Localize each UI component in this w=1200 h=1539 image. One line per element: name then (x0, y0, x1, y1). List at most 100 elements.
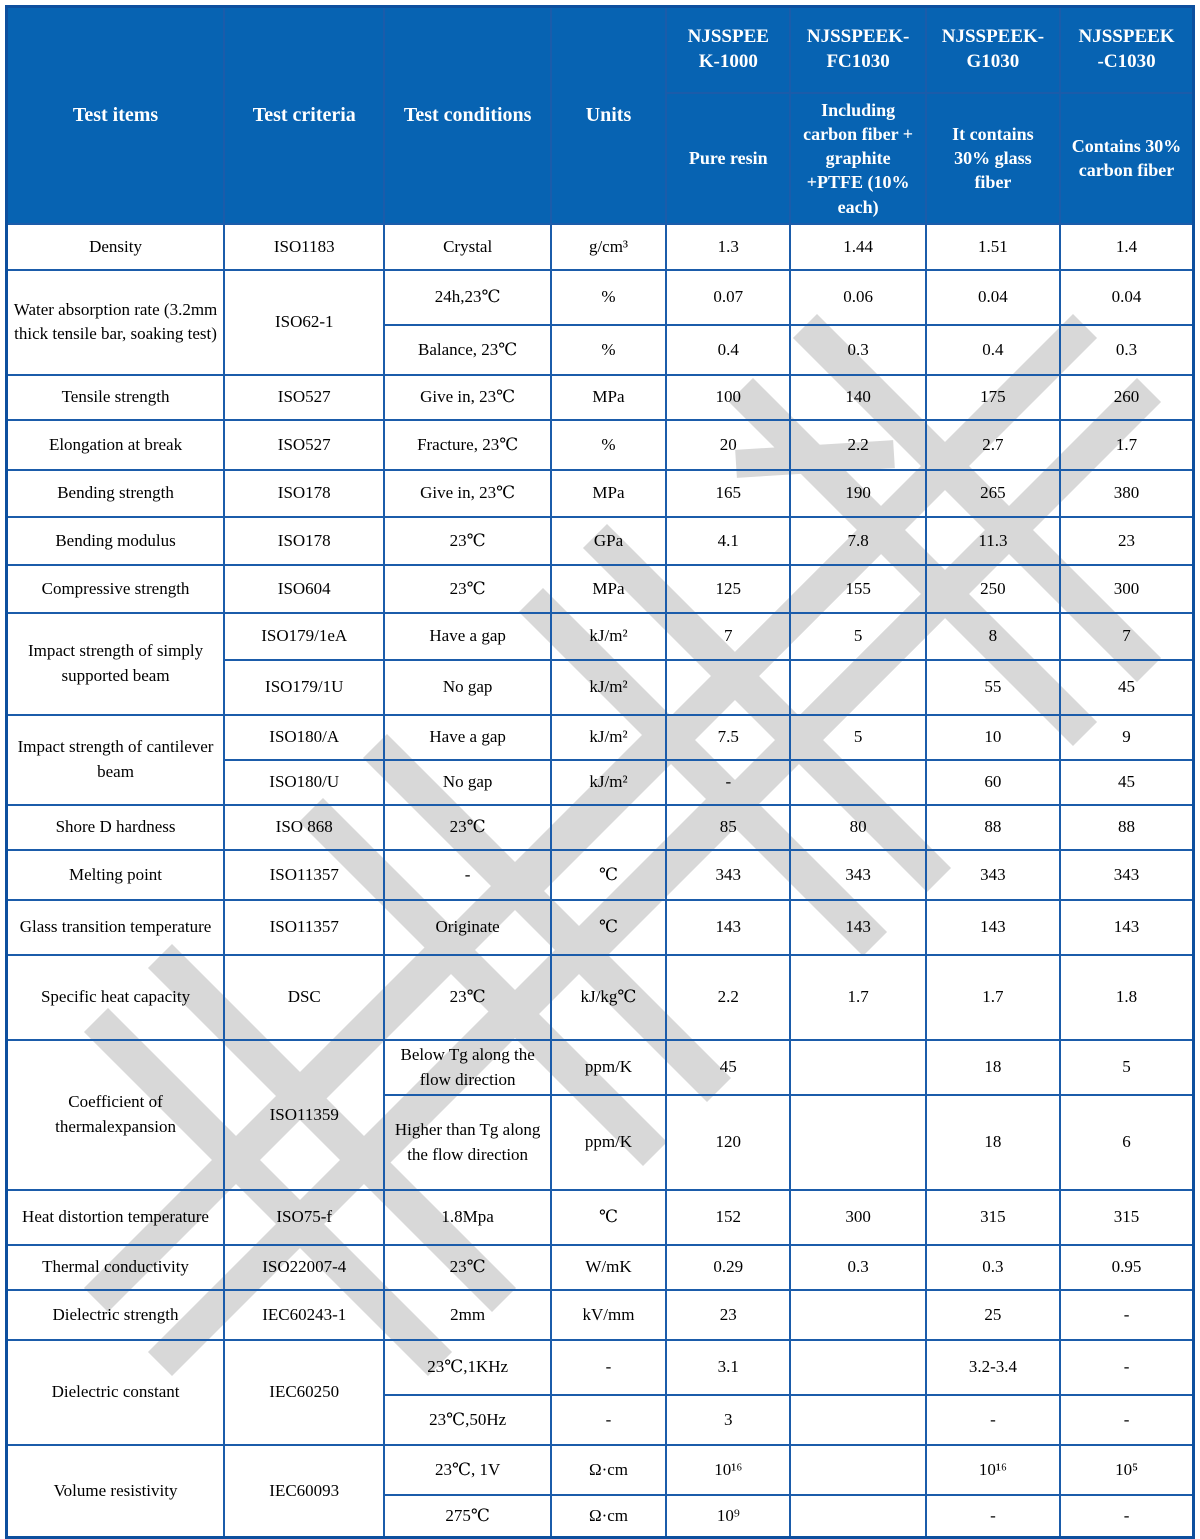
col-header-product-c1030: NJSSPEEK -C1030 (1059, 5, 1195, 94)
cell-value-g1030: 250 (924, 563, 1062, 614)
table-row: Density ISO1183 Crystal g/cm³ 1.3 1.44 1.51 1.4 (5, 222, 1195, 271)
cell-value-g1030: 88 (924, 803, 1062, 851)
cell-test-item: Elongation at break (5, 418, 226, 471)
cell-test-item: Bending strength (5, 468, 226, 518)
cell-value-c1030: 1.8 (1059, 953, 1195, 1041)
cell-test-criteria: IEC60093 (223, 1444, 386, 1539)
cell-value-k1000: 165 (665, 468, 792, 518)
cell-test-condition: Have a gap (383, 713, 552, 761)
cell-value-g1030: 315 (924, 1189, 1062, 1247)
cell-value-g1030: 60 (924, 758, 1062, 806)
cell-unit: kJ/kg℃ (549, 953, 668, 1041)
cell-value-k1000 (665, 658, 792, 716)
cell-test-condition: Give in, 23℃ (383, 373, 552, 421)
cell-value-c1030: 9 (1059, 713, 1195, 761)
cell-test-item: Water absorption rate (3.2mm thick tensi… (5, 268, 226, 376)
cell-unit: Ω·cm (549, 1444, 668, 1497)
cell-value-c1030: 380 (1059, 468, 1195, 518)
cell-test-condition: 24h,23℃ (383, 268, 552, 326)
cell-value-k1000: - (665, 758, 792, 806)
cell-value-g1030: 0.4 (924, 323, 1062, 376)
cell-value-g1030: 343 (924, 848, 1062, 901)
col-header-product-fc1030: NJSSPEEK- FC1030 (789, 5, 927, 94)
cell-value-g1030: 0.04 (924, 268, 1062, 326)
table-row: Tensile strength ISO527 Give in, 23℃ MPa 100… (5, 373, 1195, 421)
cell-test-item: Glass transition temperature (5, 898, 226, 956)
cell-test-criteria: ISO179/1U (223, 658, 386, 716)
product-desc-c1030: Contains 30% carbon fiber (1059, 91, 1195, 225)
cell-value-fc1030 (789, 758, 927, 806)
table-row: 23℃,50Hz -3- - (7, 1394, 1195, 1447)
table-row: Specific heat capacity DSC 23℃ kJ/kg℃ 2.2 1.7… (5, 953, 1195, 1041)
cell-value-k1000: 0.07 (665, 268, 792, 326)
cell-test-criteria: ISO62-1 (223, 268, 386, 376)
table-row: Impact strength of simply supported beam… (5, 611, 1195, 716)
cell-value-k1000: 45 (665, 1038, 792, 1097)
cell-value-k1000: 3.1 (665, 1339, 792, 1397)
cell-test-condition: No gap (383, 658, 552, 716)
cell-value-k1000: 0.4 (665, 323, 792, 376)
cell-value-c1030: 0.3 (1059, 323, 1195, 376)
cell-unit: ℃ (549, 848, 668, 901)
cell-value-g1030: 143 (924, 898, 1062, 956)
cell-value-fc1030: 143 (789, 898, 927, 956)
cell-value-g1030: 1.51 (924, 222, 1062, 271)
cell-value-fc1030: 2.2 (789, 418, 927, 471)
cell-test-criteria: ISO527 (223, 418, 386, 471)
cell-value-k1000: 1.3 (665, 222, 792, 271)
cell-test-criteria: IEC60243-1 (223, 1289, 386, 1342)
table-row: Volume resistivity IEC60093 23℃, 1V Ω·cm 10¹… (5, 1444, 1195, 1539)
cell-unit: ppm/K (549, 1038, 668, 1097)
table-row: Melting point ISO11357- ℃ 343 343 343 343 (5, 848, 1195, 901)
cell-value-c1030: 0.95 (1059, 1244, 1195, 1292)
cell-value-fc1030 (789, 1038, 927, 1097)
cell-test-item: Specific heat capacity (5, 953, 226, 1041)
cell-test-item: Bending modulus (5, 515, 226, 566)
cell-unit: % (549, 418, 668, 471)
cell-test-condition: 1.8Mpa (383, 1189, 552, 1247)
cell-test-item: Impact strength of simply supported beam (5, 611, 226, 716)
cell-test-condition: 23℃ (383, 803, 552, 851)
cell-value-g1030: 2.7 (924, 418, 1062, 471)
cell-unit: ℃ (549, 898, 668, 956)
table-body: Density ISO1183 Crystal g/cm³ 1.3 1.44 1.51 1.4… (5, 222, 1195, 1539)
cell-value-c1030: 45 (1059, 758, 1195, 806)
cell-test-condition: 23℃,1KHz (383, 1339, 552, 1397)
cell-value-fc1030 (789, 1394, 927, 1447)
col-header-units: Units (549, 5, 668, 225)
table-row: Shore D hardness ISO 868 23℃ 85 80 88 88 (5, 803, 1195, 851)
cell-unit: kJ/m² (549, 611, 668, 661)
cell-test-item: Impact strength of cantilever beam (5, 713, 226, 806)
cell-value-c1030: 0.04 (1059, 268, 1195, 326)
cell-value-fc1030: 5 (789, 611, 927, 661)
cell-value-g1030: 25 (924, 1289, 1062, 1342)
table-row: Dielectric strength IEC60243-1 2mm kV/mm 23 2… (5, 1289, 1195, 1342)
cell-unit: MPa (549, 563, 668, 614)
cell-test-condition: 23℃ (383, 1244, 552, 1292)
cell-test-criteria: ISO11357 (223, 848, 386, 901)
cell-value-g1030: 175 (924, 373, 1062, 421)
cell-test-condition: 2mm (383, 1289, 552, 1342)
cell-value-fc1030 (789, 658, 927, 716)
cell-unit: kJ/m² (549, 758, 668, 806)
cell-test-criteria: ISO75-f (223, 1189, 386, 1247)
cell-value-fc1030: 0.3 (789, 1244, 927, 1292)
cell-value-k1000: 100 (665, 373, 792, 421)
cell-value-fc1030: 155 (789, 563, 927, 614)
cell-unit: MPa (549, 468, 668, 518)
cell-value-g1030: 3.2-3.4 (924, 1339, 1062, 1397)
cell-test-item: Melting point (5, 848, 226, 901)
cell-test-condition: Originate (383, 898, 552, 956)
table-row: Dielectric constant IEC60250 23℃,1KHz -3.1 3… (5, 1339, 1195, 1447)
cell-value-c1030: 10⁵ (1059, 1444, 1195, 1497)
cell-value-g1030: 10¹⁶ (924, 1444, 1062, 1497)
cell-value-c1030: 143 (1059, 898, 1195, 956)
cell-test-criteria: ISO11357 (223, 898, 386, 956)
cell-value-fc1030: 140 (789, 373, 927, 421)
cell-test-criteria: ISO178 (223, 468, 386, 518)
cell-value-c1030: 1.7 (1059, 418, 1195, 471)
table-row: Elongation at break ISO527 Fracture, 23℃% 2… (5, 418, 1195, 471)
cell-value-g1030: 55 (924, 658, 1062, 716)
cell-value-c1030: 315 (1059, 1189, 1195, 1247)
cell-test-criteria: ISO180/U (223, 758, 386, 806)
